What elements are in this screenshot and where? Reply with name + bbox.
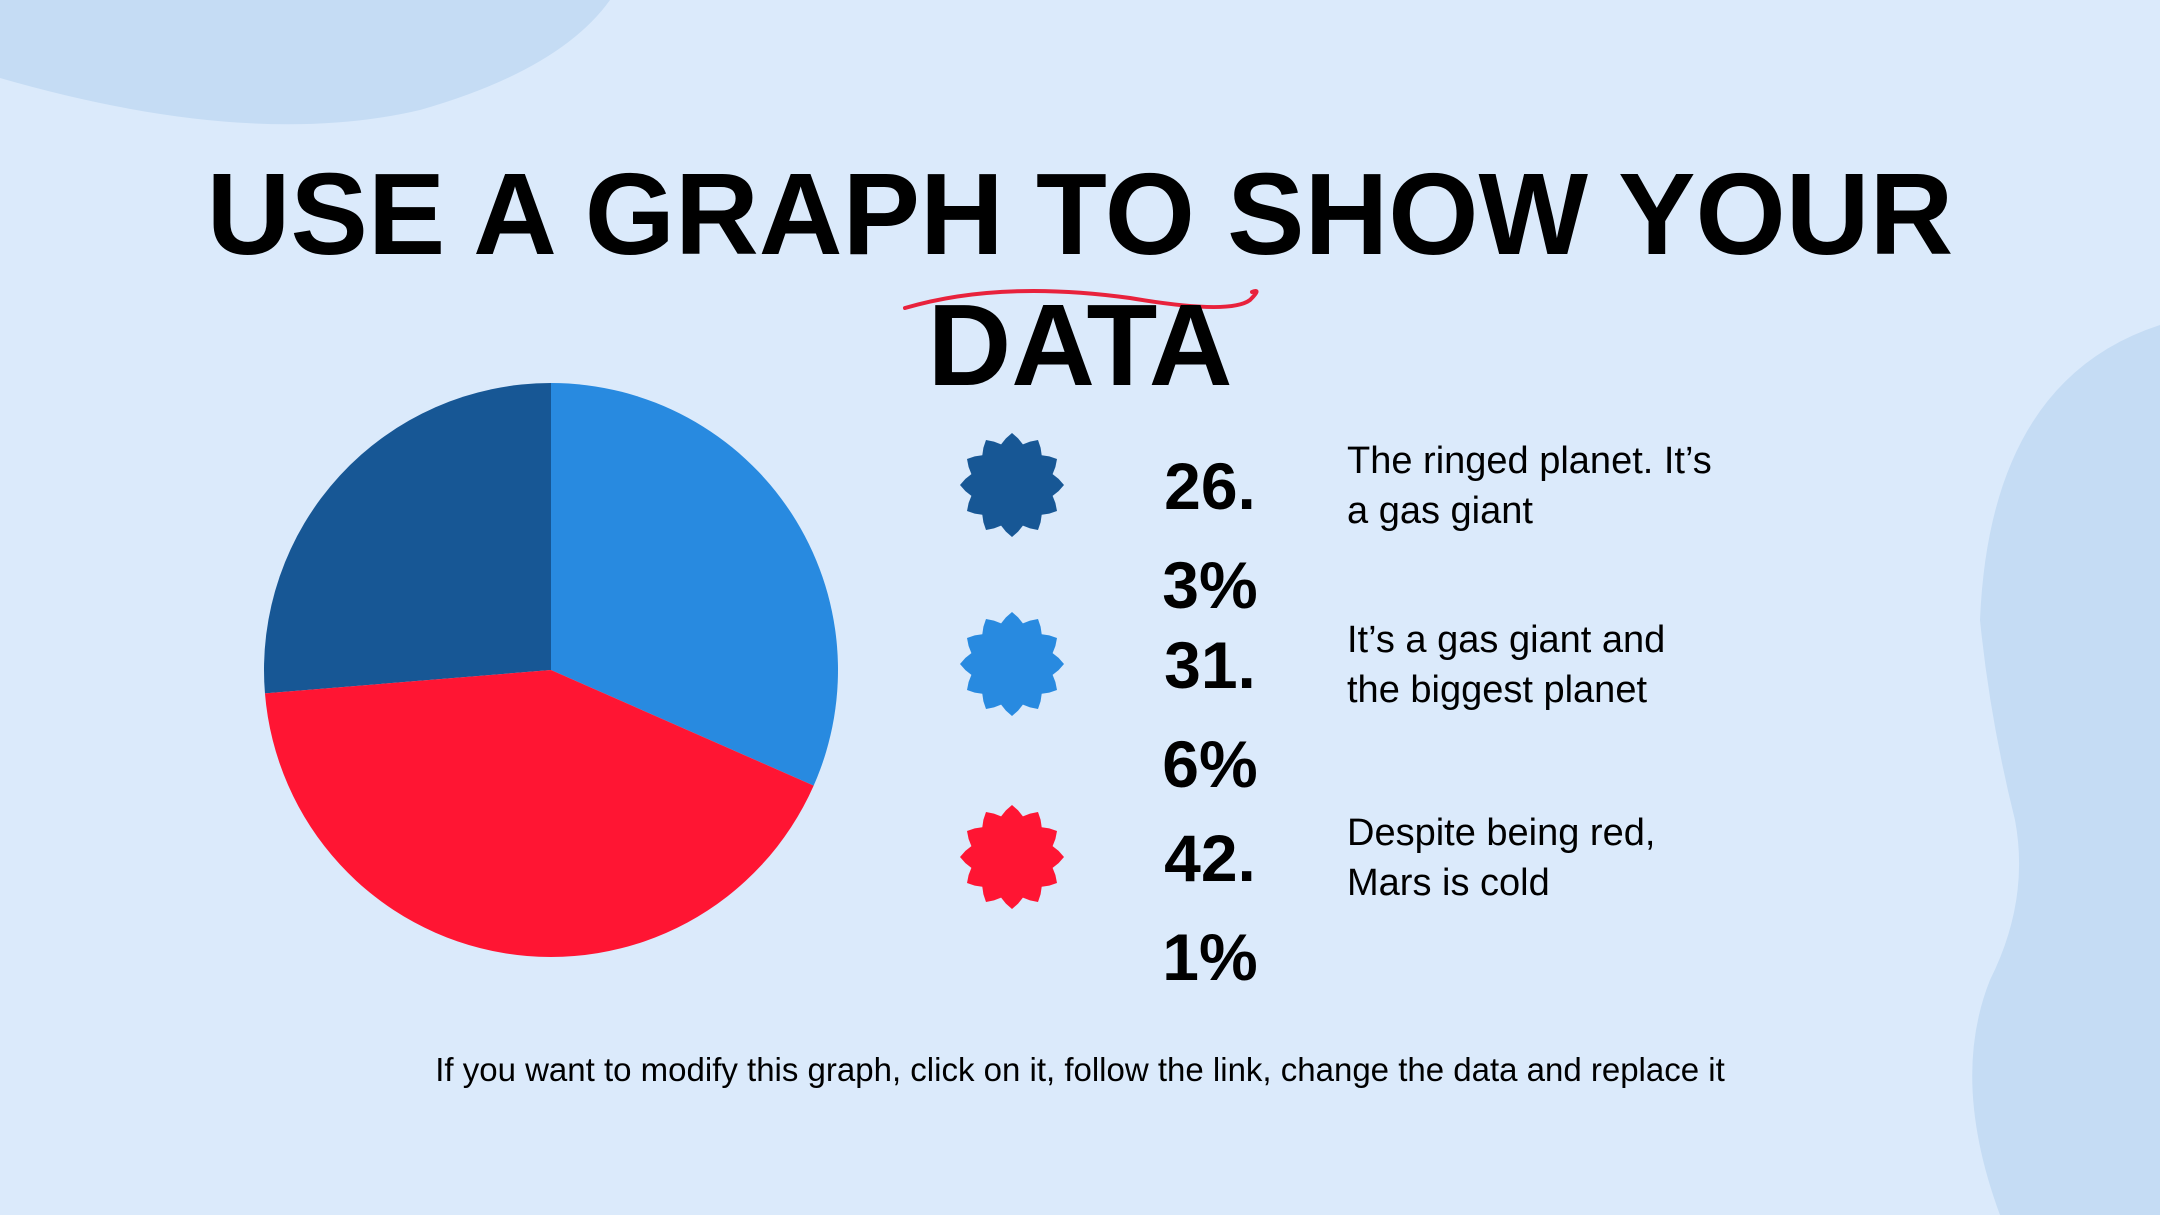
decorative-underline (903, 288, 1259, 310)
legend-marker (960, 433, 1064, 537)
legend-label: Despite being red, Mars is cold (1347, 812, 1656, 904)
pie-slice (551, 383, 838, 786)
value-label: 42.1% (1162, 821, 1258, 994)
background-blob (1972, 325, 2160, 1215)
value-label: 31.6% (1162, 628, 1258, 801)
footnote: If you want to modify this graph, click … (435, 1051, 1725, 1088)
pie (264, 383, 838, 958)
pie-slice (264, 383, 551, 694)
legend-label: It’s a gas giant and the biggest planet (1347, 619, 1666, 711)
legend-label: The ringed planet. It’s a gas giant (1347, 440, 1712, 532)
pie-slice (264, 670, 814, 958)
chart-title: USE A GRAPH TO SHOW YOUR DATA (206, 149, 1954, 410)
value-label: 26.3% (1162, 449, 1258, 622)
legend (960, 433, 1064, 909)
background-blob (0, 0, 610, 125)
legend-marker (960, 805, 1064, 909)
legend-marker (960, 612, 1064, 716)
